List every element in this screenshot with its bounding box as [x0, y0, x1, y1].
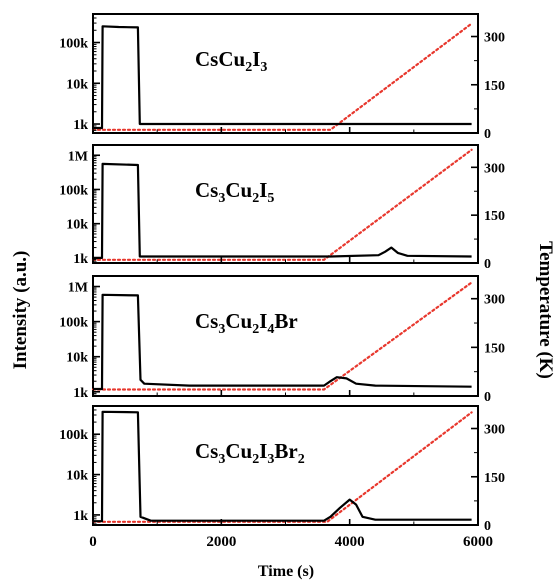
y-left-tick-label: 1M — [68, 281, 88, 296]
y-right-tick-label: 150 — [484, 471, 505, 486]
y-right-tick-label: 0 — [484, 519, 491, 534]
x-tick-label: 4000 — [335, 534, 365, 550]
panel-frame — [92, 275, 479, 397]
y-left-tick-label: 1k — [73, 118, 88, 133]
y-right-tick-label: 150 — [484, 209, 505, 224]
x-tick-label: 0 — [89, 534, 97, 550]
panel-formula-label: Cs3​Cu2​I4​Br — [195, 309, 298, 337]
y-right-tick-label: 300 — [484, 161, 505, 176]
x-tick-label: 6000 — [463, 534, 493, 550]
y-right-tick-label: 300 — [484, 423, 505, 438]
temperature-line — [91, 281, 473, 391]
panel-formula-label: CsCu2​I3​ — [195, 47, 267, 75]
intensity-line — [93, 162, 472, 259]
panel-frame — [92, 144, 479, 264]
y-right-tick-label: 0 — [484, 127, 491, 142]
y-right-tick-label: 300 — [484, 31, 505, 46]
panel-formula-label: Cs3​Cu2​I5​ — [195, 178, 274, 206]
y-left-tick-label: 1k — [73, 386, 88, 401]
y-left-tick-label: 1M — [68, 149, 88, 164]
y-left-tick-label: 100k — [59, 316, 88, 331]
panel-1: 1k 10k 100k 0 150 300 CsCu2​I3​ — [59, 13, 505, 142]
y-left-tick-label: 10k — [66, 77, 88, 92]
y-left-tick-label: 100k — [59, 183, 88, 198]
temperature-line — [91, 22, 473, 131]
y-right-tick-label: 300 — [484, 293, 505, 308]
intensity-line — [93, 293, 472, 391]
y-right-tick-label: 150 — [484, 341, 505, 356]
y-left-tick-label: 1k — [73, 252, 88, 267]
intensity-line — [93, 410, 472, 523]
intensity-line — [93, 25, 472, 130]
x-tick-label: 2000 — [206, 534, 236, 550]
y-left-tick-label: 100k — [59, 428, 88, 443]
panel-frame — [92, 13, 479, 134]
panel-2: 1k 10k 100k 1M 0 150 300 Cs3​Cu2​I5​ — [59, 144, 505, 272]
panel-formula-label: Cs3​Cu2​I3​Br2​ — [195, 439, 305, 467]
panel-frame — [92, 405, 479, 526]
y-right-tick-label: 0 — [484, 257, 491, 272]
panel-4: 1k 10k 100k 0 150 300 Cs3​Cu2​I3​Br2​ — [59, 405, 505, 534]
y-axis-label-left: Intensity (a.u.) — [10, 251, 31, 370]
x-axis-label: Time (s) — [258, 563, 314, 580]
y-left-tick-label: 10k — [66, 469, 88, 484]
y-left-tick-label: 10k — [66, 351, 88, 366]
y-left-tick-label: 1k — [73, 509, 88, 524]
y-axis-label-right: Temperature (K) — [535, 241, 556, 379]
temperature-line — [91, 411, 473, 523]
y-right-tick-label: 0 — [484, 390, 491, 405]
y-left-tick-label: 10k — [66, 218, 88, 233]
y-left-tick-label: 100k — [59, 37, 88, 52]
panels-group: 1k 10k 100k 0 150 300 CsCu2​I3​ 1k 10k 100k 1M 0 150… — [59, 13, 505, 550]
panel-3: 1k 10k 100k 1M 0 150 300 Cs3​Cu2​I4​Br — [59, 275, 505, 405]
temperature-line — [91, 148, 473, 261]
y-right-tick-label: 150 — [484, 79, 505, 94]
